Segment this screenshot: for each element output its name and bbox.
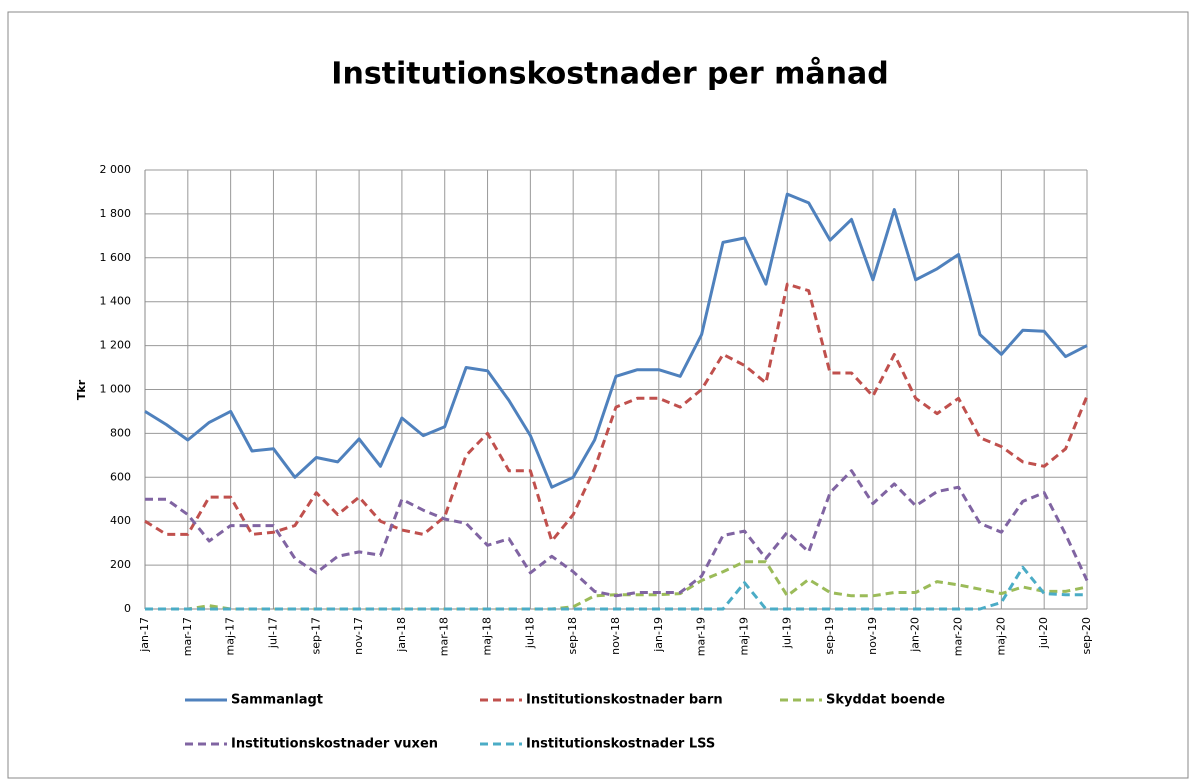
series-line <box>145 469 1089 598</box>
y-axis-label: Tkr <box>75 379 88 400</box>
x-tick-label: sep-17 <box>309 617 322 654</box>
x-tick-label: maj-19 <box>737 617 750 655</box>
legend-label: Skyddat boende <box>826 693 945 708</box>
y-tick-label: 400 <box>110 514 131 527</box>
x-tick-label: nov-17 <box>352 617 365 655</box>
x-tick-label: sep-18 <box>566 617 579 654</box>
x-tick-label: sep-20 <box>1080 617 1093 654</box>
y-tick-label: 1 800 <box>100 207 132 220</box>
x-tick-label: mar-17 <box>181 617 194 656</box>
x-tick-label: sep-19 <box>823 617 836 654</box>
y-tick-label: 0 <box>124 602 131 615</box>
y-tick-label: 800 <box>110 426 131 439</box>
y-tick-label: 1 400 <box>100 295 132 308</box>
x-tick-label: nov-19 <box>866 617 879 655</box>
legend-label: Sammanlagt <box>231 693 323 708</box>
chart-border <box>7 11 1189 779</box>
y-tick-label: 1 600 <box>100 251 132 264</box>
y-tick-label: 1 200 <box>100 339 132 352</box>
x-tick-label: jul-17 <box>266 617 279 649</box>
x-tick-label: nov-18 <box>609 617 622 655</box>
x-tick-label: jan-18 <box>395 617 408 653</box>
x-tick-label: jul-18 <box>523 617 536 649</box>
x-tick-label: mar-20 <box>952 617 965 656</box>
x-tick-label: jul-20 <box>1037 617 1050 649</box>
x-tick-label: mar-19 <box>695 617 708 656</box>
x-tick-label: jul-19 <box>780 617 793 649</box>
legend-label: Institutionskostnader barn <box>526 693 723 708</box>
legend-label: Institutionskostnader vuxen <box>231 737 438 752</box>
chart-title: Institutionskostnader per månad <box>331 56 888 92</box>
x-tick-label: jan-19 <box>652 617 665 653</box>
x-tick-label: maj-20 <box>994 617 1007 655</box>
x-tick-label: jan-20 <box>909 617 922 653</box>
x-tick-label: maj-17 <box>224 617 237 655</box>
y-tick-label: 200 <box>110 558 131 571</box>
series-line <box>144 282 1089 543</box>
y-tick-label: 1 000 <box>100 383 132 396</box>
series-line <box>145 565 1087 611</box>
x-tick-label: jan-17 <box>138 617 151 653</box>
y-tick-label: 600 <box>110 470 131 483</box>
y-tick-label: 2 000 <box>100 163 132 176</box>
legend-label: Institutionskostnader LSS <box>526 737 715 752</box>
x-tick-label: maj-18 <box>481 617 494 655</box>
series-line <box>144 192 1088 489</box>
x-tick-label: mar-18 <box>438 617 451 656</box>
